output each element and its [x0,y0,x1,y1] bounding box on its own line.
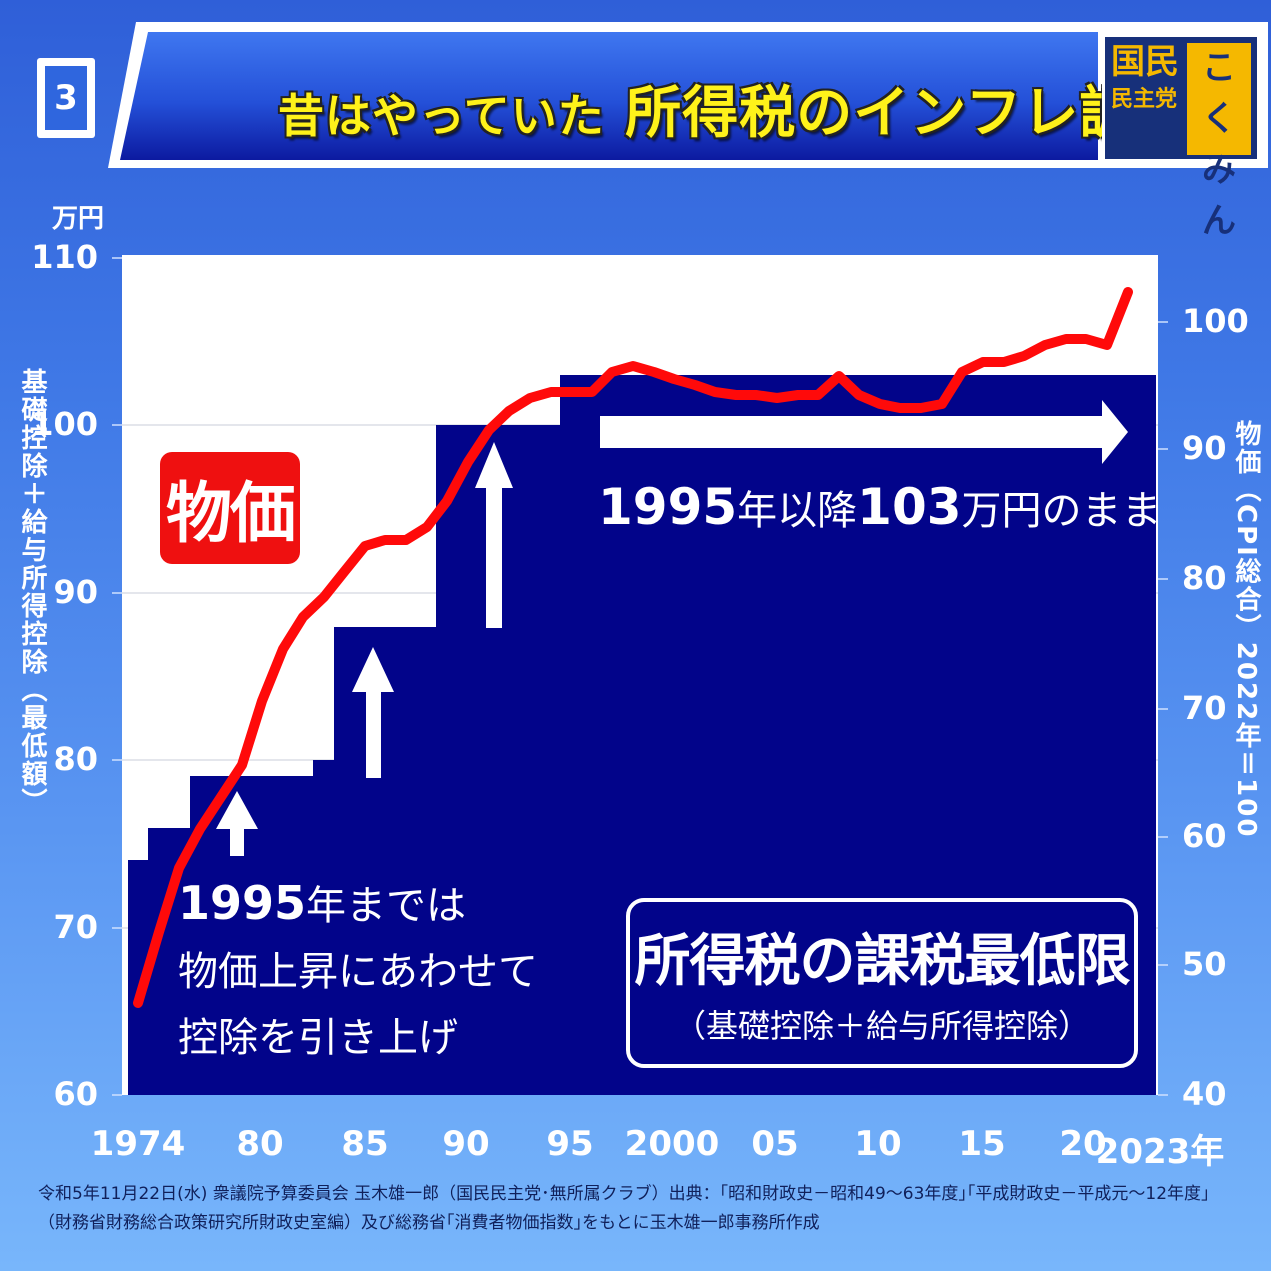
left-tick: 100 [31,405,98,443]
x-tick: 20 [1059,1124,1107,1164]
party-name: 国民 民主党 [1111,45,1179,111]
note-text: 年以降 [737,488,858,534]
deduction-step-area [128,375,1156,1095]
up-arrow-icon [352,647,394,778]
price-legend-label: 物価 [160,452,300,564]
left-tick: 90 [53,573,98,611]
up-arrow-icon [216,791,258,856]
x-tick: 80 [236,1124,284,1164]
legend-title: 所得税の課税最低限 [634,929,1131,994]
x-tick: 05 [751,1124,799,1164]
left-tick: 70 [53,908,98,946]
up-arrow-icons [216,442,513,856]
note-text: 年までは [306,883,467,929]
note-text: 物価上昇にあわせて [178,949,538,995]
left-tick: 80 [53,740,98,778]
legend-subtitle: （基礎控除＋給与所得控除） [673,1007,1090,1045]
note-text: 万円のまま [961,488,1162,534]
right-tick: 40 [1182,1075,1227,1113]
page-title: 昔はやっていた 所得税のインフレ調整 [278,68,1194,149]
x-tick: 95 [546,1124,594,1164]
party-nickname: こく みん [1187,43,1251,241]
slide-number: 3 [45,66,87,130]
right-arrow-icon [600,400,1128,464]
party-nickname-bottom: みん [1202,150,1236,241]
left-axis-unit: 万円 [52,204,105,234]
party-nickname-top: こく [1202,48,1236,139]
post-1995-note: 1995年以降103万円のまま [598,478,1162,536]
right-tick: 70 [1182,689,1227,727]
up-arrow-icon [475,442,513,628]
footer-line: 令和5年11月22日(水) 衆議院予算委員会 玉木雄一郎（国民民主党･無所属クラ… [38,1184,1210,1204]
x-tick: 85 [341,1124,389,1164]
x-tick: 2000 [624,1124,720,1164]
party-name-top: 国民 [1111,42,1179,82]
x-tick: 10 [854,1124,902,1164]
note-text: 控除を引き上げ [178,1015,458,1061]
title-prefix: 昔はやっていた [278,89,605,143]
right-tick-marks [1158,321,1168,1096]
x-tick: 2023年 [1095,1132,1225,1172]
right-tick: 90 [1182,429,1227,467]
left-tick: 110 [31,238,98,276]
title-banner-shape [108,22,1268,168]
left-axis-title: 基礎控除＋給与所得控除（最低額） [17,368,47,816]
left-tick-marks [112,257,122,1096]
title-main: 所得税のインフレ調整 [625,81,1194,146]
slide-number-badge: 3 [37,58,95,138]
x-tick: 90 [442,1124,490,1164]
left-tick: 60 [53,1075,98,1113]
right-tick: 60 [1182,817,1227,855]
source-footer: 令和5年11月22日(水) 衆議院予算委員会 玉木雄一郎（国民民主党･無所属クラ… [38,1180,1210,1238]
right-tick: 100 [1182,302,1249,340]
party-logo: 国民 民主党 こく みん [1102,34,1260,241]
cpi-line [133,287,1133,1008]
pre-1995-note: 1995年までは 物価上昇にあわせて 控除を引き上げ [178,870,538,1071]
deduction-legend-box: 所得税の課税最低限 （基礎控除＋給与所得控除） [626,898,1138,1068]
note-year: 1995 [178,876,307,930]
right-axis-title: 物価（CPI総合）2022年＝100 [1231,420,1261,839]
party-name-bottom: 民主党 [1111,87,1178,112]
note-year: 1995 [598,478,738,536]
x-tick: 15 [958,1124,1006,1164]
right-tick: 50 [1182,945,1227,983]
title-banner: 昔はやっていた 所得税のインフレ調整 [108,20,1268,170]
note-amount: 103 [857,478,962,536]
right-tick: 80 [1182,559,1227,597]
footer-line: （財務省財務総合政策研究所財政史室編）及び総務省｢消費者物価指数｣をもとに玉木雄… [38,1213,820,1233]
x-tick: 1974 [90,1124,186,1164]
